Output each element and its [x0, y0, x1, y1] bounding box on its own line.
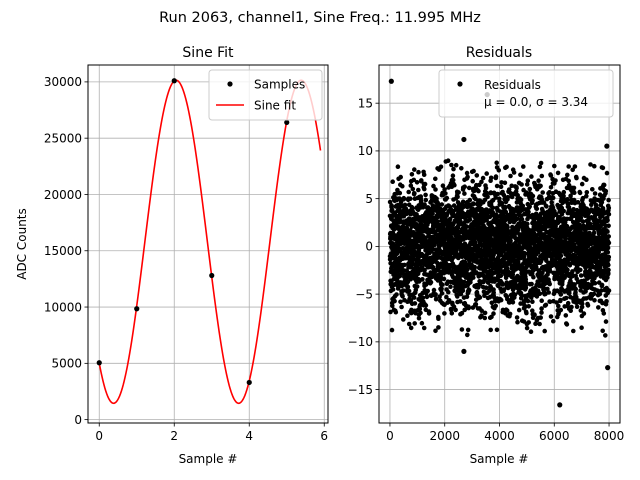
x-tick-label: 4000 [484, 429, 515, 443]
legend-samples-marker [227, 81, 233, 87]
y-tick-label: 20000 [44, 188, 82, 202]
residual-outlier-point [388, 78, 394, 84]
y-tick-label: −5 [355, 287, 373, 301]
legend-sine-fit-label: Sine fit [254, 99, 296, 113]
y-tick-label: 25000 [44, 131, 82, 145]
y-tick-label: 0 [365, 240, 373, 254]
residuals-xlabel: Sample # [470, 452, 529, 466]
sine-fit-xlabel: Sample # [179, 452, 238, 466]
y-tick-label: 15 [358, 96, 373, 110]
y-tick-label: 5 [365, 192, 373, 206]
residual-outlier-point [557, 402, 563, 408]
residuals-title: Residuals [466, 45, 532, 61]
x-tick-label: 4 [245, 429, 253, 443]
sample-point [134, 306, 140, 312]
y-tick-label: 10 [358, 144, 373, 158]
residual-points [387, 158, 612, 338]
x-tick-label: 6 [320, 429, 328, 443]
x-tick-label: 0 [95, 429, 103, 443]
sine-fit-ticks: 0 2 4 6 0 5000 10000 15000 20000 25000 30000 [44, 75, 328, 443]
sine-fit-data [96, 78, 322, 405]
y-tick-label: 0 [74, 413, 82, 427]
x-tick-label: 0 [386, 429, 394, 443]
sample-point [246, 379, 252, 386]
sine-fit-frame [87, 64, 329, 424]
sine-fit-title: Sine Fit [182, 45, 234, 61]
sine-fit-axes: Sine Fit 0 2 4 6 0 5000 10000 15000 20000 25000 30… [15, 45, 329, 466]
residual-outlier-point [461, 136, 467, 143]
x-tick-label: 6000 [539, 429, 570, 443]
y-tick-label: 5000 [51, 357, 82, 371]
legend-residuals-stats: μ = 0.0, σ = 3.34 [484, 95, 588, 109]
sample-point [96, 360, 102, 366]
residual-outlier-point [604, 143, 610, 149]
legend-residuals-label: Residuals [484, 78, 541, 92]
residual-outlier-point [461, 348, 467, 354]
y-tick-label: 15000 [44, 244, 82, 258]
residuals-ticks: 0 2000 4000 6000 8000 −15 −10 −5 0 5 10 15 [348, 96, 625, 443]
sine-fit-legend-box [208, 69, 323, 121]
residuals-legend-box [438, 69, 614, 118]
residual-outlier-point [605, 365, 611, 371]
residuals-data [387, 78, 612, 408]
x-tick-label: 8000 [594, 429, 625, 443]
sine-fit-legend: Samples Sine fit [208, 69, 323, 121]
legend-samples-label: Samples [254, 78, 305, 92]
y-tick-label: 10000 [44, 300, 82, 314]
sample-point [284, 119, 290, 126]
sample-point [171, 78, 177, 84]
sine-fit-line [98, 79, 322, 405]
figure-title: Run 2063, channel1, Sine Freq.: 11.995 M… [159, 10, 481, 26]
y-tick-label: −10 [348, 335, 373, 349]
residuals-axes: Residuals 0 2000 4000 6000 8000 −15 −10 −5 0 5 10 1… [348, 45, 625, 466]
x-tick-label: 2000 [429, 429, 460, 443]
sine-fit-ylabel: ADC Counts [15, 208, 29, 280]
legend-residuals-marker [457, 81, 463, 87]
sample-point [209, 272, 215, 279]
y-tick-label: −15 [348, 383, 373, 397]
y-tick-label: 30000 [44, 75, 82, 89]
x-tick-label: 2 [170, 429, 178, 443]
residuals-legend: Residuals μ = 0.0, σ = 3.34 [438, 69, 614, 118]
